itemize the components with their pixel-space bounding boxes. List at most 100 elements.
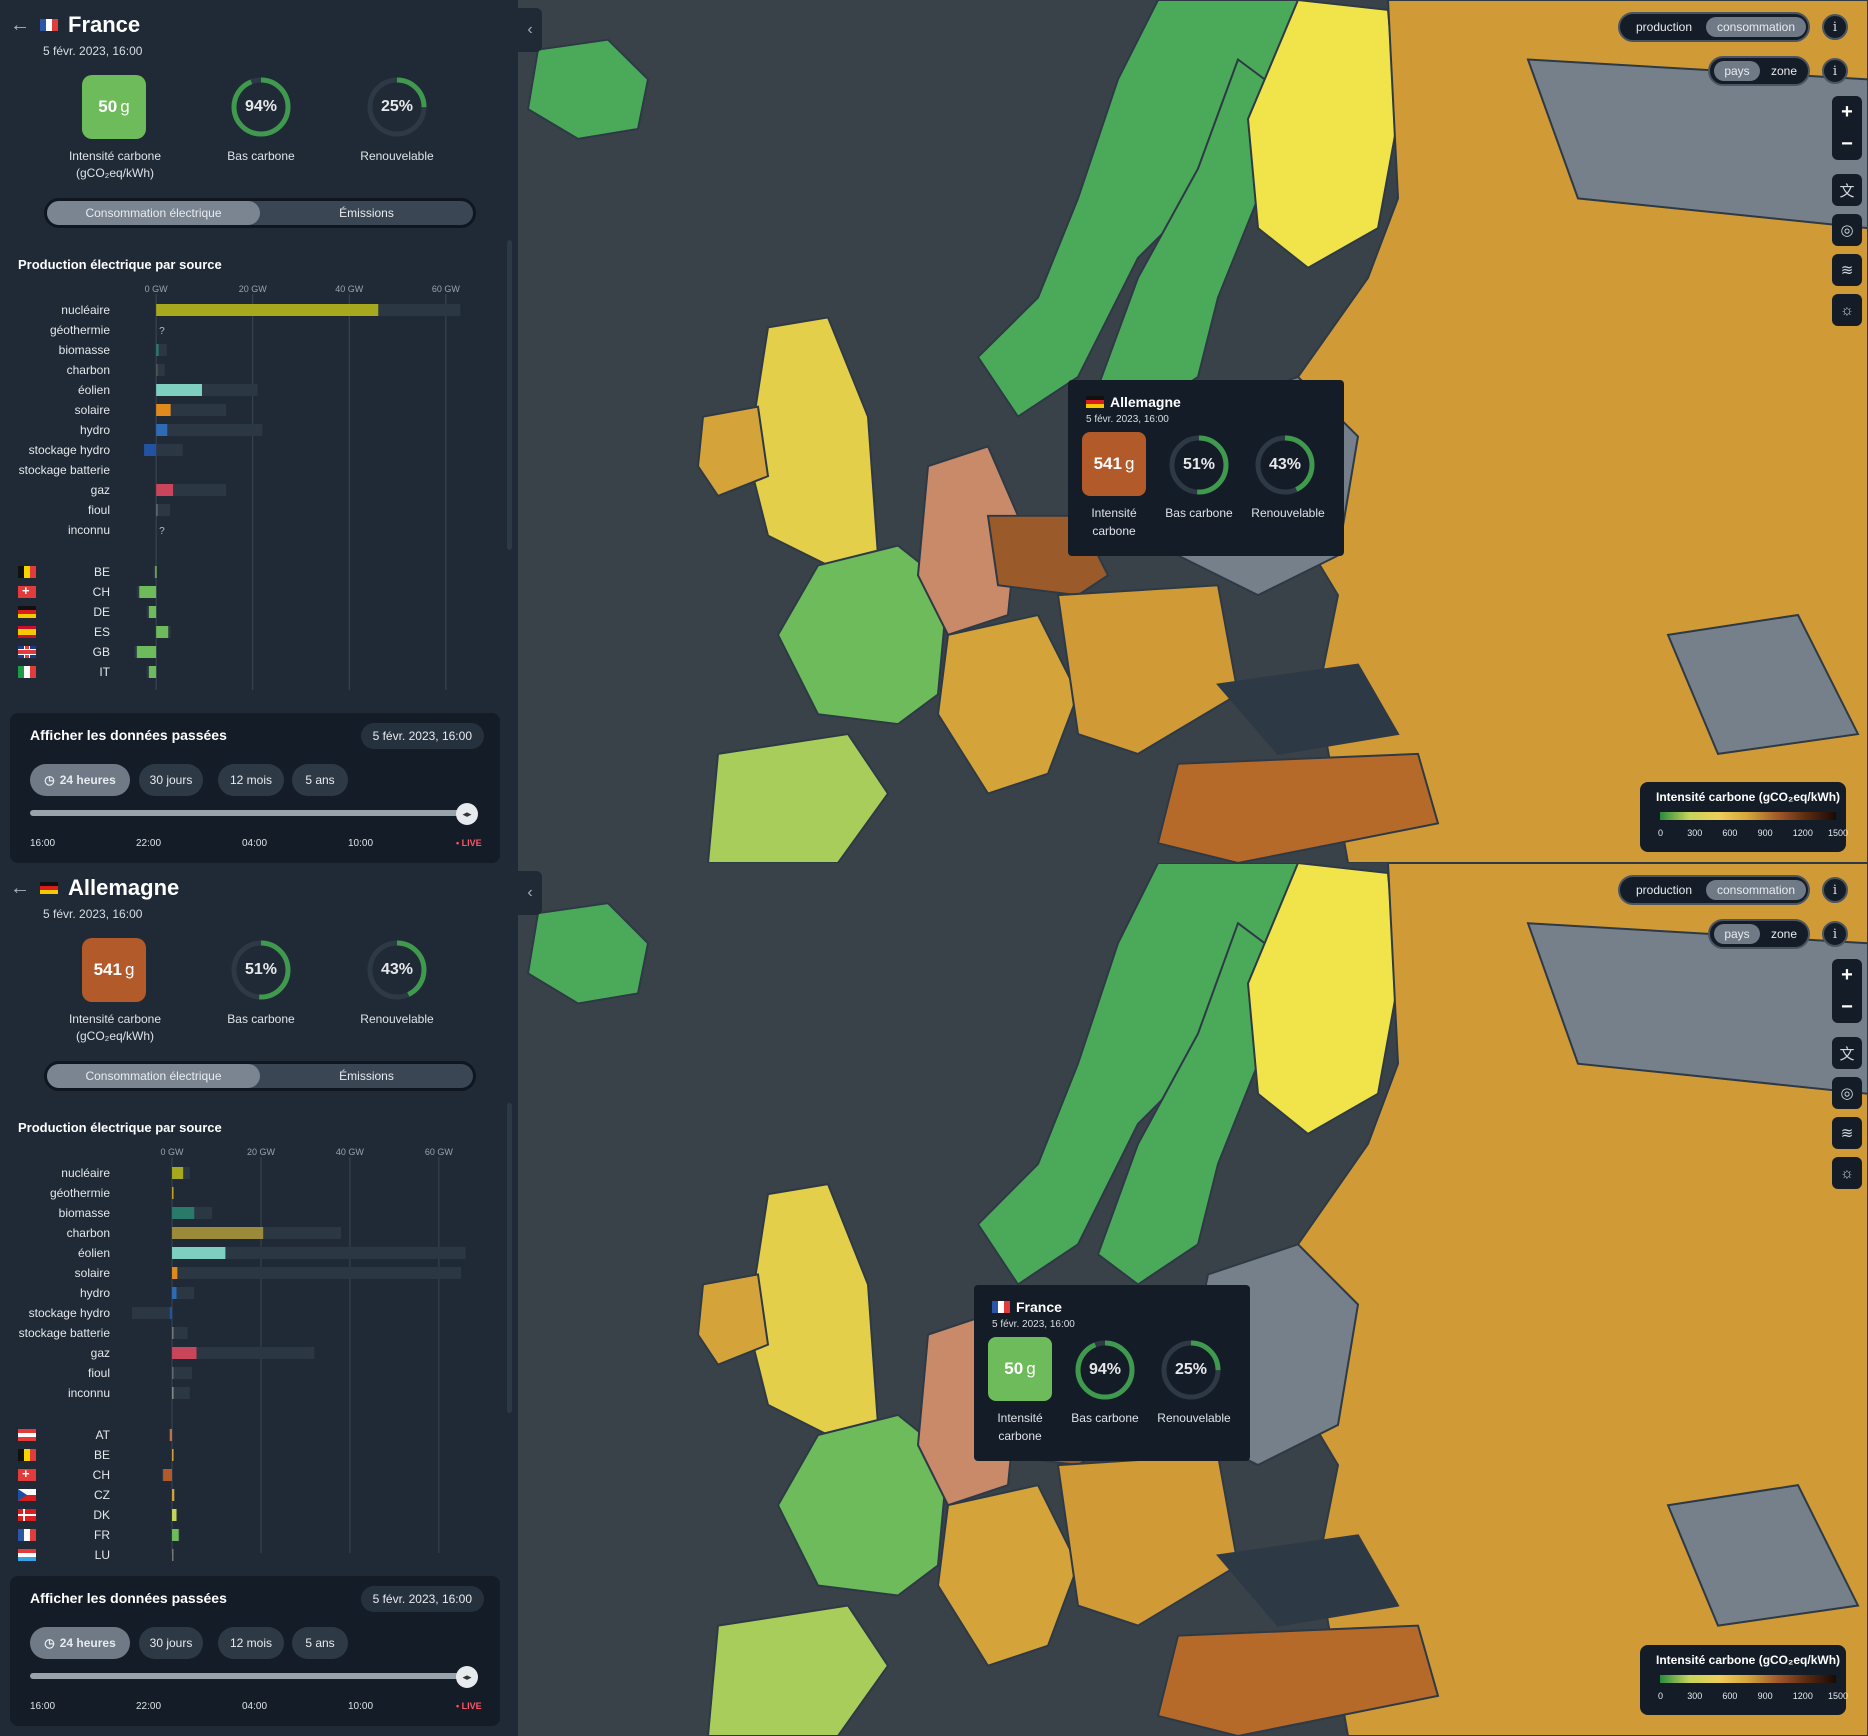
exchange-bar[interactable] [169,1429,173,1441]
back-arrow-icon[interactable]: ← [10,876,30,899]
capacity-bar[interactable] [172,1287,195,1299]
exchange-capacity-bar[interactable] [153,566,157,578]
production-bar[interactable] [156,424,168,436]
zone-toggle[interactable]: zone [1770,927,1798,941]
map-zone-turkey[interactable] [1156,1624,1440,1736]
hide-layer-icon[interactable]: ◎ [1832,214,1862,246]
consumption-toggle[interactable]: consommation [1706,880,1806,900]
scrollbar[interactable] [507,1103,512,1413]
spatial-aggregate-toggle[interactable]: pays zone [1708,919,1810,949]
range-24h-button[interactable]: ◷ 24 heures [30,764,130,796]
capacity-bar[interactable] [172,1367,193,1379]
time-slider-handle[interactable]: ◂▸ [456,1666,478,1688]
map-zone-iceland[interactable] [526,902,650,1005]
production-bar[interactable] [172,1327,174,1339]
map-zone-black-sea[interactable] [1216,663,1400,755]
map-zone-france[interactable] [776,544,950,726]
country-toggle[interactable]: pays [1714,61,1760,81]
exchange-bar[interactable] [155,566,157,578]
exchange-bar[interactable] [172,1549,174,1561]
production-bar[interactable] [172,1207,195,1219]
production-bar[interactable] [156,404,171,416]
exchange-bar[interactable] [172,1509,177,1521]
capacity-bar[interactable] [156,504,171,516]
map-mode-toggle[interactable]: production consommation [1618,875,1810,905]
map-zone-black-sea[interactable] [1216,1534,1400,1627]
emissions-tab[interactable]: Émissions [339,206,394,220]
map-zone-france[interactable] [776,1413,950,1597]
exchange-bar[interactable] [136,646,157,658]
production-bar[interactable] [172,1267,178,1279]
info-icon[interactable]: i [1822,877,1848,903]
map-zone-ireland[interactable] [696,1273,770,1366]
production-bar[interactable] [172,1247,226,1259]
exchange-bar[interactable] [148,666,157,678]
wind-icon[interactable]: ≋ [1832,254,1862,286]
map-zone-eastern-europe[interactable] [1056,584,1240,755]
info-icon[interactable]: i [1822,58,1848,84]
range-5y-button[interactable]: 5 ans [292,1627,348,1659]
capacity-bar[interactable] [172,1247,466,1259]
collapse-panel-icon[interactable]: ‹ [518,8,542,52]
zone-toggle[interactable]: zone [1770,64,1798,78]
capacity-bar[interactable] [156,404,227,416]
exchange-bar[interactable] [172,1489,175,1501]
map-zone-italy-balkans[interactable] [936,1483,1080,1667]
language-icon[interactable]: 文 [1832,174,1862,206]
production-bar[interactable] [156,484,174,496]
range-30d-button[interactable]: 30 jours [139,764,203,796]
exchange-bar[interactable] [148,606,157,618]
production-bar[interactable] [172,1187,174,1199]
zoom-out-button[interactable]: − [1841,132,1853,155]
production-toggle[interactable]: production [1635,883,1693,897]
exchange-bar[interactable] [172,1449,174,1461]
exchange-bar[interactable] [163,1469,173,1481]
consumption-emissions-toggle[interactable]: Consommation électrique Émissions [44,1061,476,1091]
time-slider-handle[interactable]: ◂▸ [456,803,478,825]
map[interactable]: production consommation i pays zone i + … [518,863,1868,1736]
map-zone-germany[interactable] [916,445,1020,637]
consumption-emissions-toggle[interactable]: Consommation électrique Émissions [44,198,476,228]
map-zone-nodata-caucasus[interactable] [1666,613,1860,755]
spatial-aggregate-toggle[interactable]: pays zone [1708,56,1810,86]
production-bar[interactable] [172,1227,264,1239]
map-mode-toggle[interactable]: production consommation [1618,12,1810,42]
capacity-bar[interactable] [172,1387,190,1399]
production-bar[interactable] [172,1347,197,1359]
info-icon[interactable]: i [1822,921,1848,947]
consumption-tab[interactable]: Consommation électrique [47,1064,260,1088]
map-zone-nodata-caucasus[interactable] [1666,1484,1860,1627]
range-5y-button[interactable]: 5 ans [292,764,348,796]
capacity-bar[interactable] [156,424,263,436]
exchange-bar[interactable] [172,1529,179,1541]
time-slider-track[interactable] [30,1673,475,1679]
europe-map[interactable] [518,0,1868,863]
emissions-tab[interactable]: Émissions [339,1069,394,1083]
info-icon[interactable]: i [1822,14,1848,40]
range-12m-button[interactable]: 12 mois [218,764,284,796]
capacity-bar[interactable] [132,1307,173,1319]
range-24h-button[interactable]: ◷ 24 heures [30,1627,130,1659]
production-bar[interactable] [156,364,158,376]
production-bar[interactable] [144,444,157,456]
range-12m-button[interactable]: 12 mois [218,1627,284,1659]
capacity-bar[interactable] [172,1347,315,1359]
production-bar[interactable] [156,344,159,356]
zoom-in-button[interactable]: + [1841,963,1853,986]
map-zone-iberia[interactable] [706,732,890,863]
map-zone-eastern-europe[interactable] [1056,1453,1240,1627]
consumption-toggle[interactable]: consommation [1706,17,1806,37]
exchange-bar[interactable] [139,586,157,598]
map-zone-turkey[interactable] [1156,752,1440,863]
time-slider-track[interactable] [30,810,475,816]
capacity-bar[interactable] [172,1327,188,1339]
zoom-out-button[interactable]: − [1841,995,1853,1018]
language-icon[interactable]: 文 [1832,1037,1862,1069]
production-bar[interactable] [172,1387,174,1399]
production-toggle[interactable]: production [1635,20,1693,34]
consumption-tab[interactable]: Consommation électrique [47,201,260,225]
map-zone-ireland[interactable] [696,405,770,498]
sun-icon[interactable]: ☼ [1832,1157,1862,1189]
sun-icon[interactable]: ☼ [1832,294,1862,326]
country-toggle[interactable]: pays [1714,924,1760,944]
